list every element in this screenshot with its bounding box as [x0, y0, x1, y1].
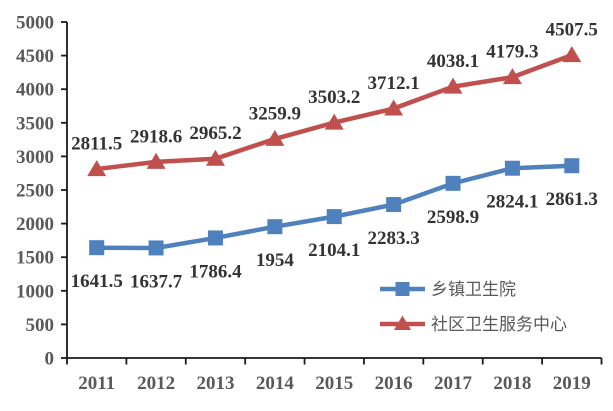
data-label: 1954	[256, 250, 295, 271]
y-tick-label: 4500	[16, 46, 54, 67]
data-label: 4179.3	[486, 42, 538, 63]
data-label: 4038.1	[427, 51, 479, 72]
y-tick-label: 500	[26, 315, 55, 336]
data-point-marker	[89, 240, 105, 256]
y-tick-label: 5000	[16, 13, 54, 34]
data-point-marker	[205, 149, 225, 166]
legend-marker-triangle	[394, 315, 411, 330]
data-point-marker	[562, 46, 582, 63]
data-point-marker	[445, 175, 461, 191]
y-tick-label: 1500	[16, 248, 54, 269]
x-tick-label: 2014	[256, 373, 295, 394]
data-point-marker	[207, 230, 223, 246]
data-point-marker	[87, 160, 107, 177]
data-point-marker	[384, 99, 404, 116]
legend-label: 乡镇卫生院	[431, 280, 516, 299]
x-tick-label: 2011	[78, 373, 115, 394]
legend-marker-square	[395, 282, 410, 296]
data-point-marker	[386, 197, 402, 213]
data-label: 3712.1	[368, 73, 420, 94]
x-axis: 2011 2012 2013 2014 2015 2016 2017 2018 2019	[66, 358, 603, 394]
series-triangle: 2811.5 2918.6 2965.2 3259.9 3503.2 3712.1 4038…	[71, 20, 598, 177]
y-axis: 0 500 1000 1500 2000 2500 3000 3500 4000 4500 5000	[16, 13, 67, 370]
x-tick-label: 2015	[315, 373, 353, 394]
data-label: 2598.9	[427, 207, 479, 228]
data-point-marker	[324, 113, 344, 130]
data-label: 2965.2	[189, 123, 241, 144]
legend-item: 社区卫生服务中心	[380, 315, 567, 334]
data-label: 3259.9	[249, 103, 301, 124]
data-point-marker	[267, 219, 283, 235]
data-label: 2104.1	[308, 240, 360, 261]
data-point-marker	[148, 240, 164, 256]
data-point-marker	[146, 152, 166, 169]
data-label: 1786.4	[189, 261, 242, 282]
data-label: 1637.7	[130, 271, 183, 292]
data-label: 2824.1	[486, 192, 538, 213]
data-label: 2283.3	[368, 228, 420, 249]
y-tick-label: 1000	[16, 281, 54, 302]
data-label: 3503.2	[308, 87, 360, 108]
data-point-marker	[326, 209, 342, 225]
x-tick-label: 2012	[137, 373, 175, 394]
data-label: 4507.5	[546, 20, 598, 41]
data-point-marker	[504, 160, 520, 176]
x-tick-label: 2018	[493, 373, 531, 394]
x-tick-label: 2019	[553, 373, 591, 394]
series-square: 1641.5 1637.7 1786.4 1954 2104.1 2283.3 2598.9…	[71, 158, 598, 292]
legend-label: 社区卫生服务中心	[431, 315, 567, 334]
data-label: 2811.5	[71, 134, 122, 155]
data-point-marker	[265, 129, 285, 146]
y-tick-label: 3500	[16, 113, 54, 134]
x-tick-label: 2013	[196, 373, 234, 394]
data-label: 2861.3	[546, 189, 598, 210]
x-tick-label: 2017	[434, 373, 473, 394]
series-line	[96, 52, 573, 172]
y-tick-label: 2500	[16, 181, 54, 202]
x-tick-label: 2016	[375, 373, 413, 394]
y-tick-label: 2000	[16, 214, 54, 235]
legend-item: 乡镇卫生院	[380, 280, 516, 299]
y-tick-label: 0	[45, 349, 55, 370]
y-tick-label: 4000	[16, 80, 54, 101]
data-point-marker	[564, 158, 580, 174]
y-tick-label: 3000	[16, 147, 54, 168]
data-label: 2918.6	[130, 126, 182, 147]
data-label: 1641.5	[71, 271, 123, 292]
data-point-marker	[443, 77, 463, 94]
data-point-marker	[502, 68, 522, 85]
